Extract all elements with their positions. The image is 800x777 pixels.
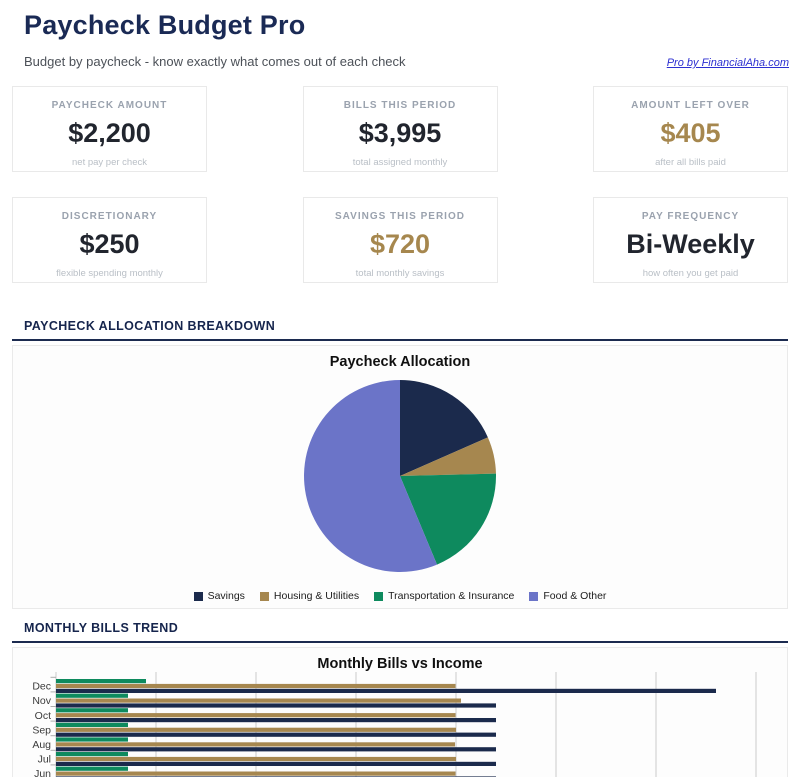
stat-card-caption: after all bills paid	[655, 157, 726, 168]
stat-card-caption: net pay per check	[72, 157, 147, 168]
stat-card-savings-this-period: SAVINGS THIS PERIOD $720 total monthly s…	[302, 197, 498, 283]
stat-card-label: PAY FREQUENCY	[641, 211, 740, 222]
legend-label: Food & Other	[543, 590, 607, 602]
header-subtitle-row: Budget by paycheck - know exactly what c…	[24, 54, 789, 69]
pie-chart-title: Paycheck Allocation	[329, 354, 471, 370]
trend-panel: Monthly Bills vs Income Dec Nov Oct Sep Aug J…	[12, 647, 788, 777]
brand-link[interactable]: Pro by FinancialAha.com	[666, 57, 789, 69]
section-rule	[12, 641, 788, 643]
bar-chart: Dec Nov Oct Sep Aug Jul Jun	[32, 672, 757, 777]
legend-item-food-other[interactable]: Food & Other	[529, 590, 606, 602]
section-rule	[12, 339, 788, 341]
stat-card-value: $250	[79, 229, 140, 259]
stat-card-value: $2,200	[68, 118, 151, 148]
svg-text:Oct: Oct	[35, 710, 51, 722]
svg-text:Jul: Jul	[38, 754, 51, 766]
stat-card-discretionary: DISCRETIONARY $250 flexible spending mon…	[12, 197, 207, 283]
trend-section: MONTHLY BILLS TREND Monthly Bills vs Inc…	[0, 621, 800, 777]
stat-card-label: BILLS THIS PERIOD	[343, 100, 457, 111]
stat-card-label: SAVINGS THIS PERIOD	[335, 211, 465, 222]
svg-text:Dec: Dec	[32, 681, 51, 693]
pie-legend: Savings Housing & Utilities Transportati…	[13, 590, 787, 602]
legend-label: Housing & Utilities	[273, 590, 360, 602]
page-title: Paycheck Budget Pro	[24, 10, 306, 40]
stat-card-caption: how often you get paid	[642, 268, 739, 279]
stat-card-value: $3,995	[358, 118, 442, 148]
svg-text:Sep: Sep	[32, 724, 51, 736]
legend-swatch	[193, 591, 203, 601]
stat-cards-grid: PAYCHECK AMOUNT $2,200 net pay per check…	[12, 86, 788, 283]
stat-card-pay-frequency: PAY FREQUENCY Bi-Weekly how often you ge…	[593, 197, 788, 283]
legend-label: Savings	[207, 590, 245, 602]
stat-card-amount-left-over: AMOUNT LEFT OVER $405 after all bills pa…	[593, 86, 788, 172]
svg-text:Nov: Nov	[32, 695, 51, 707]
svg-text:Jun: Jun	[34, 768, 51, 777]
trend-section-heading: MONTHLY BILLS TREND	[24, 621, 179, 635]
stat-card-bills-this-period: BILLS THIS PERIOD $3,995 total assigned …	[302, 86, 498, 172]
legend-swatch	[529, 591, 539, 601]
allocation-section: PAYCHECK ALLOCATION BREAKDOWN Paycheck A…	[0, 319, 800, 609]
legend-label: Transportation & Insurance	[388, 590, 515, 602]
stat-card-label: PAYCHECK AMOUNT	[51, 100, 168, 111]
page-subtitle: Budget by paycheck - know exactly what c…	[24, 54, 406, 69]
stat-card-paycheck-amount: PAYCHECK AMOUNT $2,200 net pay per check	[12, 86, 207, 172]
stat-card-caption: total monthly savings	[355, 268, 445, 279]
stat-card-label: AMOUNT LEFT OVER	[631, 100, 750, 111]
stat-card-label: DISCRETIONARY	[61, 211, 158, 222]
allocation-section-heading: PAYCHECK ALLOCATION BREAKDOWN	[24, 319, 276, 333]
legend-item-savings[interactable]: Savings	[193, 590, 245, 602]
pie-chart	[304, 380, 497, 572]
bar-chart-title: Monthly Bills vs Income	[317, 656, 483, 672]
stat-card-caption: total assigned monthly	[352, 157, 448, 168]
legend-swatch	[259, 591, 269, 601]
stat-card-caption: flexible spending monthly	[56, 268, 163, 279]
allocation-panel: Paycheck Allocation Savings Housing & Ut…	[12, 345, 788, 609]
legend-swatch	[374, 591, 384, 601]
stat-card-value: $405	[660, 118, 721, 148]
legend-item-transportation-insurance[interactable]: Transportation & Insurance	[374, 590, 514, 602]
stat-card-value: $720	[369, 229, 431, 259]
legend-item-housing-utilities[interactable]: Housing & Utilities	[259, 590, 360, 602]
stat-card-value: Bi-Weekly	[626, 229, 755, 259]
svg-text:Aug: Aug	[32, 739, 51, 751]
